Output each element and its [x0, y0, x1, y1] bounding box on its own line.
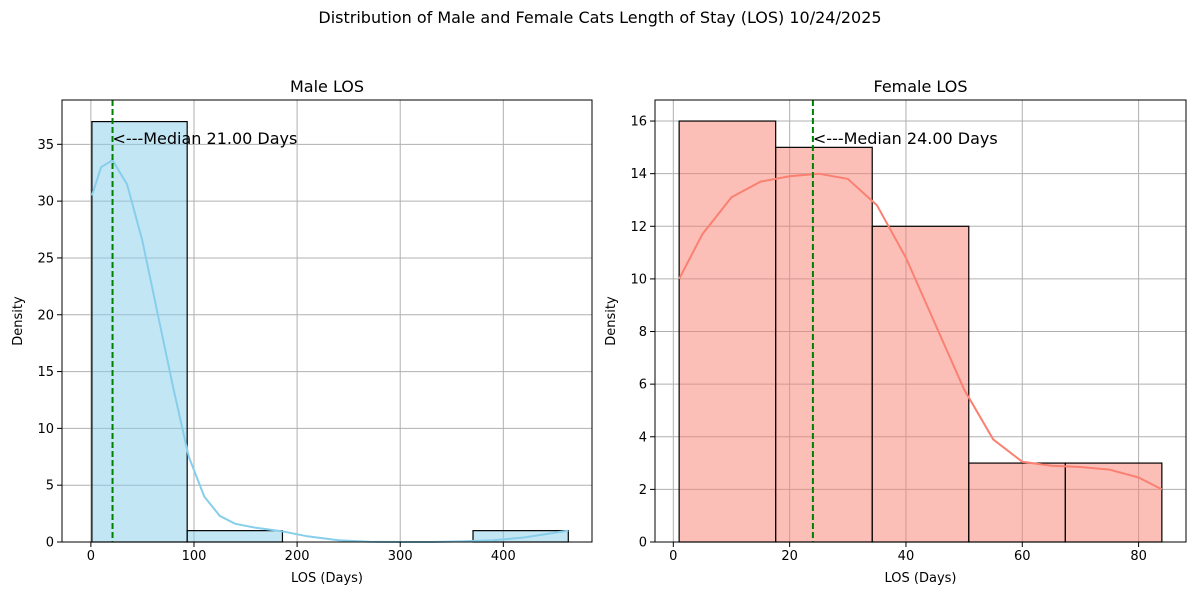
y-tick-label: 12 [630, 220, 647, 235]
y-tick-label: 15 [37, 365, 54, 380]
y-axis-label: Density [604, 296, 619, 346]
histogram-bar [968, 462, 1066, 543]
x-tick-label: 0 [669, 549, 677, 564]
median-annotation: <---Median 21.00 Days [113, 129, 298, 148]
y-tick-label: 2 [639, 483, 647, 498]
histogram-bar [775, 146, 873, 543]
y-tick-label: 35 [37, 138, 54, 153]
axes-frame [654, 99, 1187, 543]
x-tick-label: 80 [1130, 549, 1147, 564]
median-annotation: <---Median 24.00 Days [813, 129, 998, 148]
x-tick-label: 20 [781, 549, 798, 564]
y-tick-label: 25 [37, 251, 54, 266]
chart-panel-2: <---Median 24.00 Days 0 20 40 60 80 0 2 4 6 8 10 12 1… [604, 77, 1187, 586]
y-tick-label: 16 [630, 115, 647, 130]
y-tick-label: 5 [46, 479, 54, 494]
x-tick-label: 200 [285, 549, 310, 564]
histogram-bar [1064, 462, 1163, 543]
x-tick-label: 40 [898, 549, 915, 564]
y-tick-label: 14 [630, 167, 647, 182]
histogram-bar [91, 120, 188, 543]
chart-title: Female LOS [873, 77, 967, 96]
x-tick-label: 60 [1014, 549, 1031, 564]
kde-line [90, 158, 569, 543]
x-tick-label: 0 [87, 549, 95, 564]
axes-frame [61, 99, 593, 543]
y-tick-label: 4 [639, 430, 647, 445]
kde-line [678, 172, 1163, 491]
x-tick-label: 300 [388, 549, 413, 564]
x-axis-label: LOS (Days) [885, 571, 957, 586]
histogram-bar [186, 530, 284, 543]
chart-panel-1: <---Median 21.00 Days 0 100 200 300 400 0 5 10 15… [11, 77, 593, 586]
y-tick-label: 0 [46, 536, 54, 551]
y-tick-label: 30 [37, 195, 54, 210]
x-axis-label: LOS (Days) [291, 571, 363, 586]
x-tick-label: 400 [491, 549, 516, 564]
chart-title: Male LOS [290, 77, 364, 96]
y-axis-label: Density [11, 296, 26, 346]
y-tick-label: 10 [37, 422, 54, 437]
x-tick-label: 100 [182, 549, 207, 564]
histogram-bar [678, 120, 777, 543]
y-tick-label: 10 [630, 272, 647, 287]
y-tick-label: 8 [639, 325, 647, 340]
y-tick-label: 20 [37, 308, 54, 323]
histogram-bar [871, 225, 970, 543]
y-tick-label: 6 [639, 378, 647, 393]
y-tick-label: 0 [639, 536, 647, 551]
figure-title: Distribution of Male and Female Cats Len… [318, 8, 882, 27]
